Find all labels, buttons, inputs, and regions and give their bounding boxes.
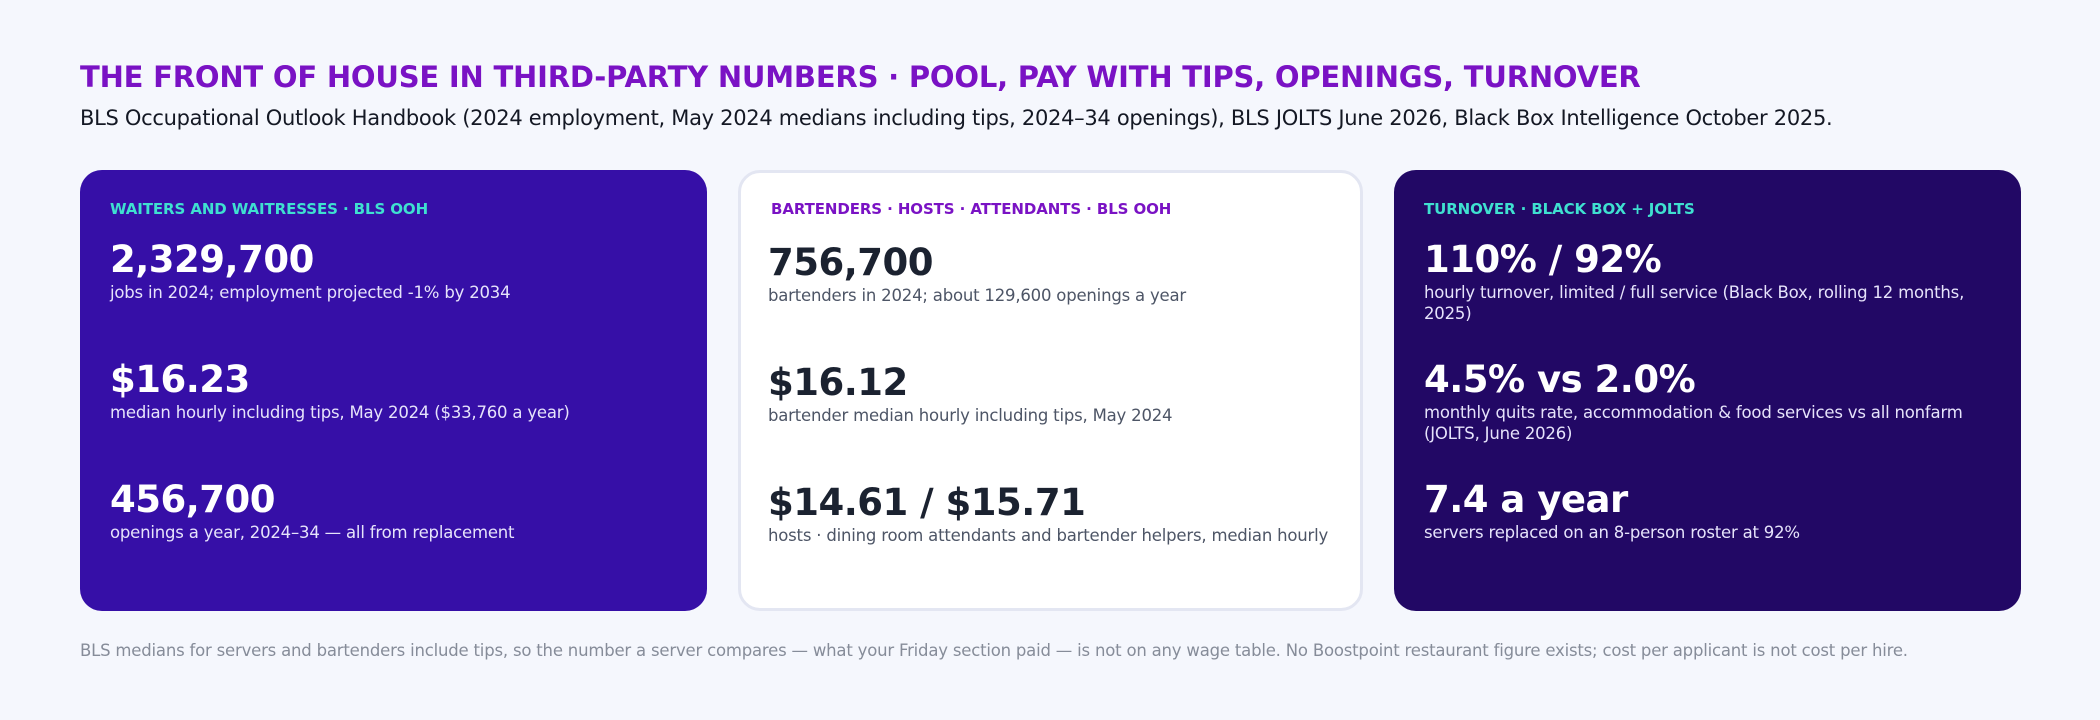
stat-value: 110% / 92% bbox=[1424, 238, 1662, 281]
card-heading: BARTENDERS · HOSTS · ATTENDANTS · BLS OO… bbox=[771, 200, 1172, 218]
stat-caption: openings a year, 2024–34 — all from repl… bbox=[110, 523, 515, 542]
stat-block: $16.23 median hourly including tips, May… bbox=[110, 358, 683, 423]
stat-value: 2,329,700 bbox=[110, 238, 314, 281]
stat-caption: bartender median hourly including tips, … bbox=[768, 406, 1173, 425]
stat-value: 456,700 bbox=[110, 478, 276, 521]
stat-block: $14.61 / $15.71 hosts · dining room atte… bbox=[768, 481, 1336, 546]
card-heading: WAITERS AND WAITRESSES · BLS OOH bbox=[110, 200, 429, 218]
page-subtitle: BLS Occupational Outlook Handbook (2024 … bbox=[80, 106, 1833, 130]
stat-value: 756,700 bbox=[768, 241, 934, 284]
card-turnover: TURNOVER · BLACK BOX + JOLTS 110% / 92% … bbox=[1394, 170, 2021, 611]
stat-block: 2,329,700 jobs in 2024; employment proje… bbox=[110, 238, 683, 303]
stat-value: 7.4 a year bbox=[1424, 478, 1628, 521]
card-waiters: WAITERS AND WAITRESSES · BLS OOH 2,329,7… bbox=[80, 170, 707, 611]
page-title: THE FRONT OF HOUSE IN THIRD-PARTY NUMBER… bbox=[80, 60, 1641, 94]
stat-block: 756,700 bartenders in 2024; about 129,60… bbox=[768, 241, 1336, 306]
stat-block: $16.12 bartender median hourly including… bbox=[768, 361, 1336, 426]
stat-caption: hosts · dining room attendants and barte… bbox=[768, 526, 1329, 545]
stat-value: $16.12 bbox=[768, 361, 908, 404]
stat-value: 4.5% vs 2.0% bbox=[1424, 358, 1696, 401]
stat-caption: jobs in 2024; employment projected -1% b… bbox=[110, 283, 511, 302]
stat-value: $14.61 / $15.71 bbox=[768, 481, 1086, 524]
card-bartenders: BARTENDERS · HOSTS · ATTENDANTS · BLS OO… bbox=[738, 170, 1363, 611]
stat-block: 4.5% vs 2.0% monthly quits rate, accommo… bbox=[1424, 358, 1997, 444]
card-heading: TURNOVER · BLACK BOX + JOLTS bbox=[1424, 200, 1695, 218]
footnote: BLS medians for servers and bartenders i… bbox=[80, 641, 1908, 660]
stat-caption: bartenders in 2024; about 129,600 openin… bbox=[768, 286, 1187, 305]
stat-caption: servers replaced on an 8-person roster a… bbox=[1424, 523, 1800, 542]
stat-value: $16.23 bbox=[110, 358, 250, 401]
stat-caption: monthly quits rate, accommodation & food… bbox=[1424, 403, 1963, 443]
stat-caption: hourly turnover, limited / full service … bbox=[1424, 283, 1965, 323]
stat-block: 7.4 a year servers replaced on an 8-pers… bbox=[1424, 478, 1997, 543]
stat-caption: median hourly including tips, May 2024 (… bbox=[110, 403, 570, 422]
stat-block: 456,700 openings a year, 2024–34 — all f… bbox=[110, 478, 683, 543]
stat-block: 110% / 92% hourly turnover, limited / fu… bbox=[1424, 238, 1997, 324]
